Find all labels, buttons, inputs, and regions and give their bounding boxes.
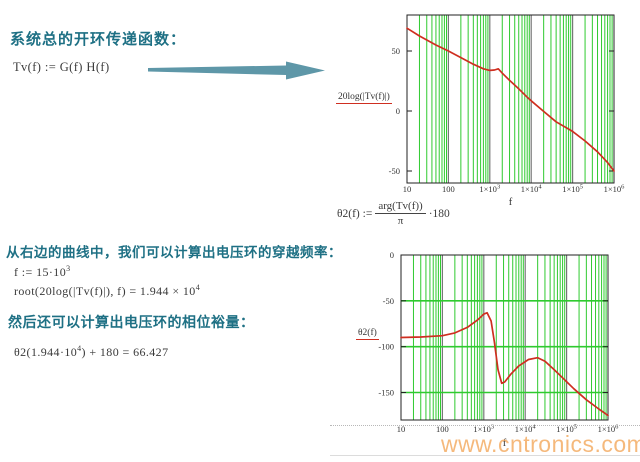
- svg-text:-100: -100: [378, 342, 394, 352]
- svg-text:10: 10: [397, 424, 406, 434]
- svg-text:0: 0: [390, 250, 394, 260]
- svg-text:f: f: [503, 438, 507, 449]
- formula-root-base: root(20log(|Tv(f)|), f) = 1.944 × 10: [14, 284, 196, 298]
- svg-text:50: 50: [392, 46, 401, 56]
- watermark: www.cntronics.com: [441, 431, 640, 457]
- formula-phase-margin-exponent: 4: [77, 344, 82, 353]
- svg-text:-150: -150: [378, 388, 394, 398]
- svg-text:1×104: 1×104: [515, 424, 537, 435]
- formula-theta2-denominator: π: [397, 215, 404, 227]
- svg-text:1×106: 1×106: [604, 184, 626, 195]
- svg-text:1×103: 1×103: [479, 184, 500, 195]
- formula-theta2-lhs: θ2(f) :=: [337, 207, 373, 220]
- arrow-right-icon: [148, 61, 325, 80]
- heading-crossover-frequency: 从右边的曲线中，我们可以计算出电压环的穿越频率：: [6, 245, 342, 260]
- svg-text:100: 100: [442, 184, 455, 194]
- phase-chart: 0 -50 -100 -150 10 100 1×103 1×104 1×105 1×106 f θ…: [330, 240, 640, 450]
- svg-text:1×105: 1×105: [556, 424, 577, 435]
- separator-solid: [330, 455, 640, 456]
- phase-plot: 0 -50 -100 -150 10 100 1×103 1×104 1×105 1×106 f: [378, 250, 620, 449]
- formula-phase-margin: θ2(1.944·104) + 180 = 66.427: [14, 345, 168, 360]
- svg-text:-50: -50: [389, 166, 400, 176]
- svg-text:10: 10: [403, 184, 412, 194]
- formula-theta2-multiplier: ·180: [428, 207, 450, 220]
- svg-text:1×106: 1×106: [598, 424, 620, 435]
- formula-phase-margin-result: ) + 180 = 66.427: [81, 345, 169, 359]
- formula-theta2-fraction: arg(Tv(f)) π: [375, 200, 426, 227]
- heading-open-loop-transfer: 系统总的开环传递函数：: [10, 31, 187, 48]
- formula-phase-margin-base: θ2(1.944·10: [14, 345, 78, 359]
- svg-text:1×105: 1×105: [562, 184, 583, 195]
- svg-text:-50: -50: [383, 296, 394, 306]
- svg-text:f: f: [509, 197, 513, 208]
- heading-phase-margin: 然后还可以计算出电压环的相位裕量：: [8, 314, 255, 330]
- formula-theta2-numerator: arg(Tv(f)): [375, 200, 426, 214]
- formula-theta2-def: θ2(f) := arg(Tv(f)) π ·180: [337, 200, 450, 227]
- magnitude-chart: 50 0 -50 10 100 1×103 1×104 1×105 1×106 f 20log(|…: [330, 6, 640, 210]
- formula-tv: Tv(f) := G(f) H(f): [13, 60, 110, 74]
- magnitude-legend: 20log(|Tv(f)|): [336, 92, 392, 104]
- formula-f-guess-base: f := 15·10: [14, 265, 67, 279]
- svg-text:1×104: 1×104: [521, 184, 543, 195]
- svg-text:1×103: 1×103: [473, 424, 494, 435]
- formula-f-guess-exponent: 3: [66, 264, 71, 273]
- formula-root-exponent: 4: [195, 283, 201, 292]
- phase-legend: θ2(f): [356, 328, 379, 340]
- formula-root: root(20log(|Tv(f)|), f) = 1.944 × 104: [14, 284, 200, 299]
- svg-text:0: 0: [396, 106, 400, 116]
- svg-text:100: 100: [436, 424, 449, 434]
- separator-dotted: [330, 425, 640, 426]
- formula-f-guess: f := 15·103: [14, 265, 71, 280]
